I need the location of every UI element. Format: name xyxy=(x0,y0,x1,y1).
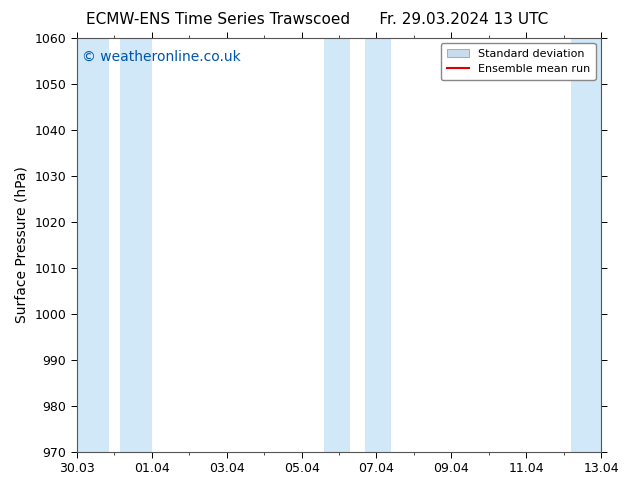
Bar xyxy=(324,38,350,452)
Bar xyxy=(571,38,601,452)
Legend: Standard deviation, Ensemble mean run: Standard deviation, Ensemble mean run xyxy=(441,43,595,80)
Bar xyxy=(120,38,152,452)
Bar xyxy=(77,38,108,452)
Text: © weatheronline.co.uk: © weatheronline.co.uk xyxy=(82,50,241,64)
Text: ECMW-ENS Time Series Trawscoed      Fr. 29.03.2024 13 UTC: ECMW-ENS Time Series Trawscoed Fr. 29.03… xyxy=(86,12,548,27)
Bar xyxy=(365,38,391,452)
Y-axis label: Surface Pressure (hPa): Surface Pressure (hPa) xyxy=(15,166,29,323)
Title: ECMW-ENS Time Series Trawscoed      Fr. 29.03.2024 13 UTC: ECMW-ENS Time Series Trawscoed Fr. 29.03… xyxy=(0,489,1,490)
